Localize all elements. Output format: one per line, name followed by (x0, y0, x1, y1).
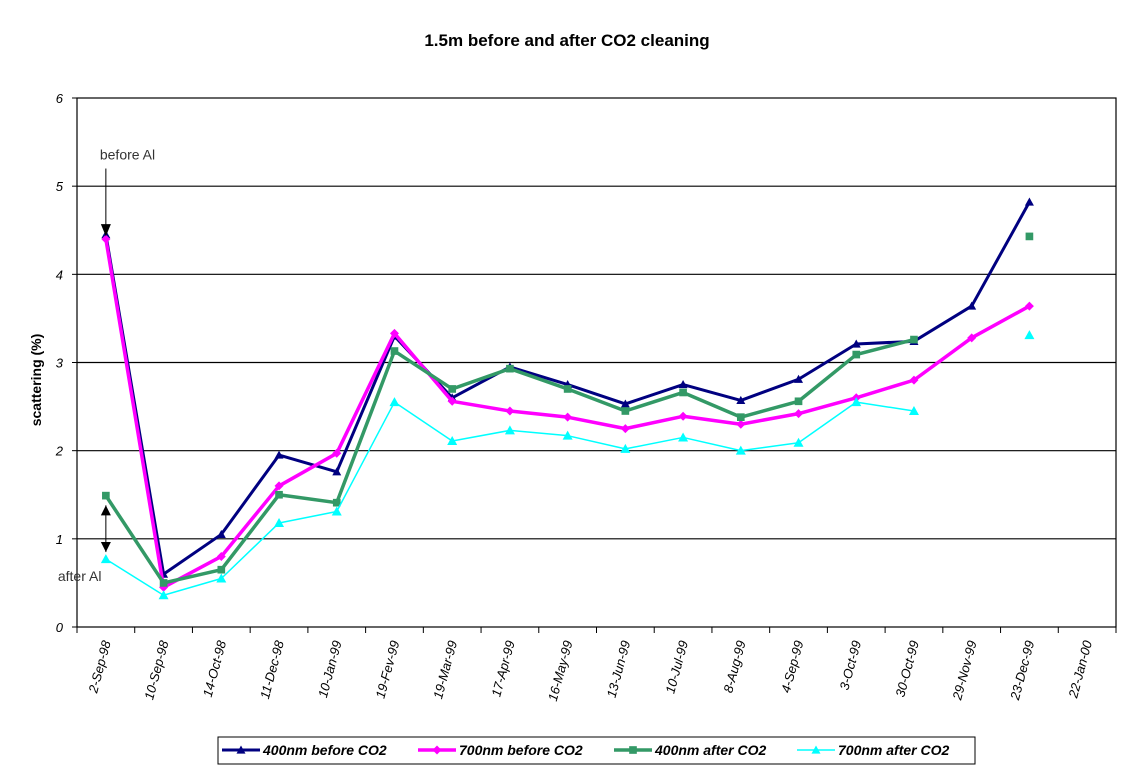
y-axis-label: scattering (%) (28, 334, 44, 427)
data-point (390, 347, 399, 355)
data-point (967, 301, 977, 310)
data-point (851, 397, 862, 407)
data-point (389, 328, 399, 338)
data-point (332, 498, 341, 507)
data-point (794, 409, 804, 419)
data-point (217, 565, 226, 574)
data-point (1024, 197, 1034, 206)
data-point (620, 443, 631, 453)
legend-marker (629, 746, 637, 754)
data-point (216, 573, 227, 583)
y-tick-label: 5 (56, 179, 64, 194)
y-axis: 0 1 2 3 4 5 6 (55, 91, 77, 635)
annotation-after-al: after Al (58, 568, 102, 584)
legend-item-4: 700nm after CO2 (797, 742, 949, 758)
data-point (274, 450, 284, 459)
data-point (620, 399, 630, 408)
data-point (909, 375, 919, 385)
data-point (1024, 301, 1034, 311)
series-3 (102, 232, 1034, 587)
series-4 (100, 330, 1035, 600)
data-point (1025, 232, 1034, 241)
data-point (852, 350, 861, 359)
data-point (332, 467, 342, 476)
data-point (159, 579, 168, 587)
data-point (158, 590, 169, 600)
data-point (447, 435, 458, 445)
data-point (562, 430, 573, 440)
data-point (332, 448, 342, 458)
annotation-arrowhead (100, 542, 111, 553)
legend-box (217, 736, 976, 765)
data-point (736, 419, 746, 429)
y-tick-label: 6 (56, 91, 64, 106)
series-layer (100, 197, 1035, 600)
data-point (908, 405, 919, 415)
data-point (504, 425, 515, 435)
data-point (794, 374, 804, 383)
legend-item-3: 400nm after CO2 (614, 742, 766, 758)
legend-label: 700nm before CO2 (459, 742, 583, 758)
data-point (100, 554, 111, 564)
data-point (506, 364, 514, 373)
legend-label: 400nm before CO2 (262, 742, 387, 758)
data-point (448, 385, 457, 393)
annotation-arrowhead (100, 505, 111, 516)
y-tick-label: 2 (55, 444, 64, 459)
data-point (563, 412, 573, 422)
data-point (621, 407, 630, 415)
data-point (505, 406, 515, 416)
legend: 400nm before CO2 700nm before CO2 400nm af… (217, 736, 976, 765)
data-point (274, 481, 284, 491)
data-point (102, 491, 110, 500)
legend-label: 700nm after CO2 (838, 742, 949, 758)
annotation-before-al: before Al (100, 147, 155, 163)
legend-item-2: 700nm before CO2 (418, 742, 583, 758)
y-tick-label: 1 (56, 532, 63, 547)
legend-marker (811, 745, 821, 754)
series-2 (101, 234, 1034, 592)
data-point (736, 413, 745, 421)
legend-label: 400nm after CO2 (654, 742, 766, 758)
data-point (331, 506, 342, 516)
data-point (678, 380, 688, 389)
data-point (793, 437, 804, 447)
data-point (910, 335, 918, 344)
legend-marker (432, 745, 442, 755)
data-point (1024, 330, 1035, 340)
data-point (851, 339, 861, 348)
data-point (679, 388, 687, 397)
data-point (794, 397, 803, 406)
legend-marker (236, 745, 246, 754)
data-point (275, 490, 283, 499)
y-tick-label: 3 (56, 356, 64, 371)
gridlines (77, 185, 1116, 540)
annotation-arrowhead (100, 224, 111, 237)
annotations: before Al after Al (58, 147, 155, 584)
data-point (735, 445, 746, 455)
data-point (101, 234, 111, 244)
data-point (736, 395, 746, 405)
data-point (678, 411, 688, 421)
data-point (678, 432, 689, 442)
data-point (447, 396, 457, 406)
data-point (967, 333, 977, 343)
chart-title: 1.5m before and after CO2 cleaning (424, 31, 709, 50)
data-point (563, 385, 572, 393)
data-point (216, 551, 226, 561)
data-point (620, 424, 630, 434)
data-point (274, 517, 285, 527)
data-point (389, 397, 400, 407)
y-tick-label: 4 (56, 267, 63, 282)
y-tick-label: 0 (56, 620, 64, 635)
legend-item-1: 400nm before CO2 (222, 742, 387, 758)
data-point (216, 529, 226, 539)
